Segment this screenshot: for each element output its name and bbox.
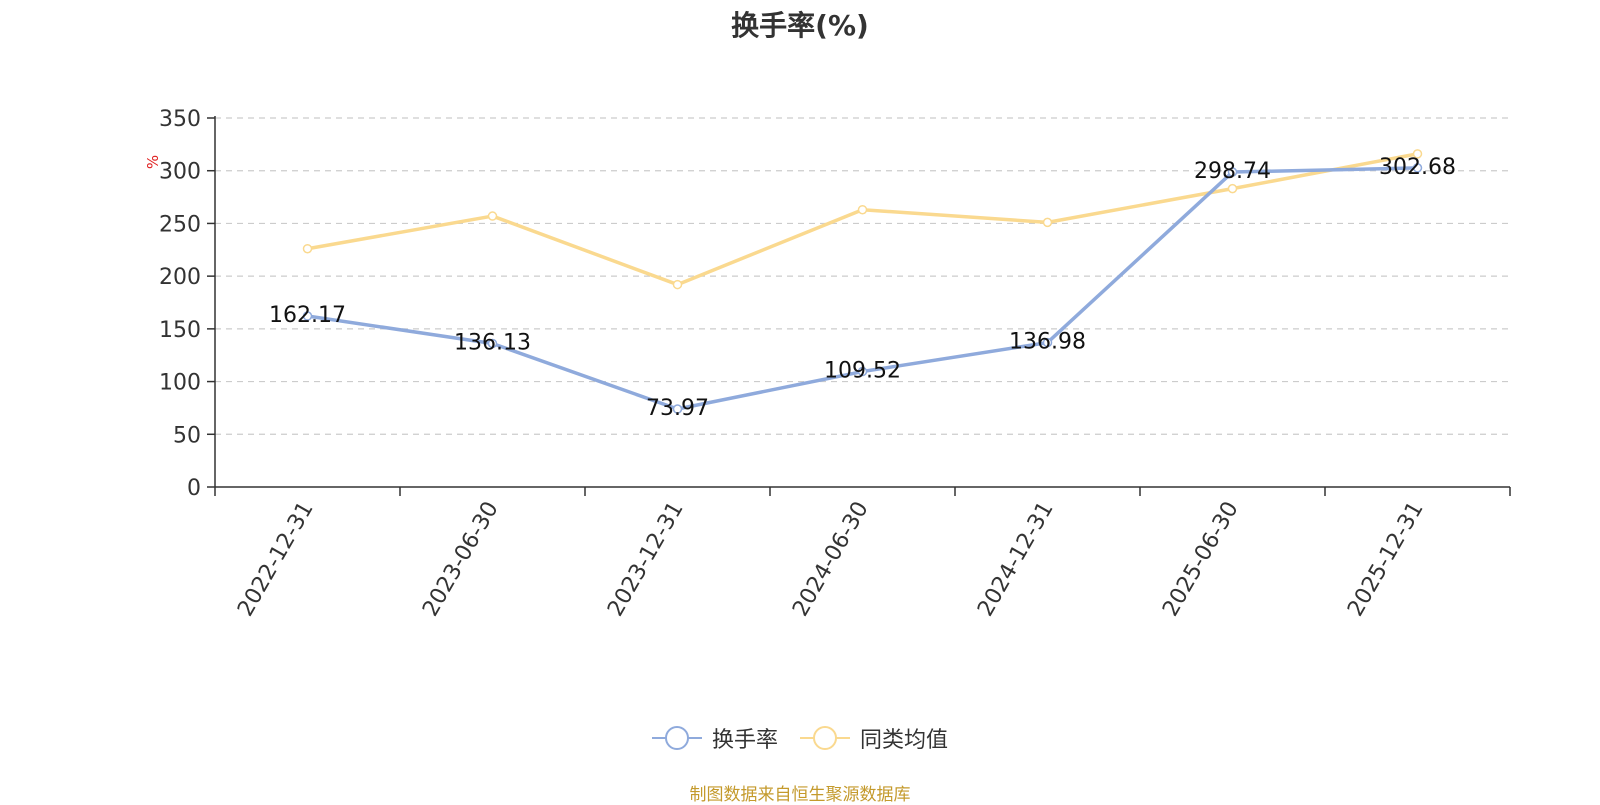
x-tick-label: 2023-06-30	[418, 498, 504, 621]
legend-swatch-icon	[651, 725, 702, 751]
x-tick-label: 2024-12-31	[973, 498, 1059, 621]
y-tick-label: 0	[187, 476, 201, 501]
x-tick-label: 2023-12-31	[603, 498, 689, 621]
y-tick-label: 300	[159, 160, 201, 185]
x-tick-label: 2024-06-30	[788, 498, 874, 621]
legend-circle-icon	[664, 726, 689, 750]
data-point	[302, 243, 313, 254]
grid-lines	[215, 117, 1510, 435]
data-point	[857, 204, 868, 215]
legend: 换手率 同类均值	[0, 722, 1600, 754]
x-tick-label: 2025-06-30	[1158, 498, 1244, 621]
data-label: 162.17	[269, 303, 346, 328]
legend-label: 换手率	[711, 728, 778, 753]
y-tick-label: 200	[159, 265, 201, 290]
data-labels: 162.17 136.13 73.97 109.52 136.98 298.74 302.6…	[269, 155, 1456, 421]
data-point	[487, 338, 498, 349]
legend-swatch-icon	[800, 725, 850, 751]
data-label: 109.52	[824, 359, 901, 384]
data-point	[857, 366, 868, 377]
data-point	[1042, 337, 1053, 348]
x-tick-label: 2025-12-31	[1343, 498, 1429, 621]
data-point	[1412, 149, 1423, 159]
data-point	[1412, 163, 1423, 173]
series	[302, 149, 1423, 414]
legend-item-0[interactable]: 换手率	[651, 722, 778, 754]
chart-title: 换手率(%)	[731, 9, 869, 42]
data-point	[487, 211, 498, 221]
data-label: 298.74	[1194, 159, 1271, 184]
source-note: 制图数据来自恒生聚源数据库	[689, 785, 911, 805]
data-label: 136.13	[454, 330, 531, 355]
data-point	[302, 311, 313, 321]
y-tick-label: 100	[159, 371, 201, 396]
y-tick-label: 150	[159, 318, 201, 343]
data-label: 302.68	[1379, 155, 1456, 180]
y-tick-label: 250	[159, 212, 201, 237]
data-point	[1227, 183, 1238, 194]
data-point	[1227, 167, 1238, 177]
y-axis-label: %	[144, 155, 162, 169]
data-label: 73.97	[646, 396, 709, 421]
data-point	[672, 404, 683, 414]
data-point	[1042, 217, 1053, 228]
legend-item-1[interactable]: 同类均值	[800, 722, 948, 754]
y-tick-label: 50	[173, 423, 201, 448]
data-point	[672, 279, 683, 290]
legend-label: 同类均值	[860, 728, 949, 753]
x-tick-label: 2022-12-31	[233, 498, 319, 621]
legend-circle-icon	[813, 726, 837, 750]
data-label: 136.98	[1009, 330, 1086, 355]
y-tick-label: 350	[159, 107, 201, 132]
